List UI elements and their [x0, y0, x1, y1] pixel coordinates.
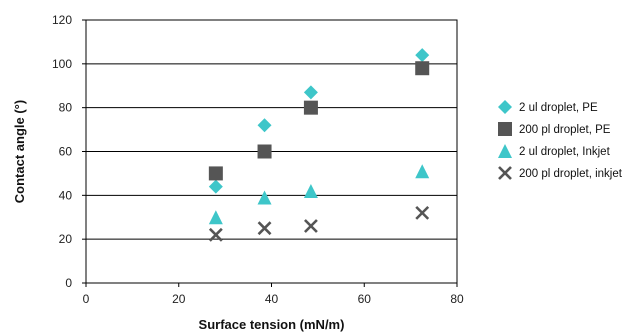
x-axis-ticks: 0 20 40 60 80 [83, 283, 464, 306]
x-tick-label: 40 [265, 292, 279, 306]
diamond-point [257, 118, 272, 133]
y-tick-label: 20 [59, 232, 73, 246]
legend-item: 2 ul droplet, Inkjet [498, 144, 611, 158]
legend-square-icon [498, 122, 512, 136]
legend-label: 200 pl droplet, inkjet [519, 168, 623, 180]
legend-x-icon [498, 166, 512, 180]
y-tick-label: 80 [59, 101, 73, 115]
series-4 [208, 205, 430, 242]
triangle-point [415, 164, 430, 179]
legend-label: 2 ul droplet, Inkjet [519, 146, 611, 158]
y-tick-label: 40 [59, 188, 73, 202]
legend-label: 2 ul droplet, PE [519, 102, 598, 114]
y-tick-label: 60 [59, 145, 73, 159]
legend-label: 200 pl droplet, PE [519, 124, 611, 136]
legend-item: 2 ul droplet, PE [498, 100, 598, 114]
diamond-point [415, 48, 430, 63]
series-2 [208, 61, 430, 181]
y-axis-ticks: 0 20 40 60 80 100 120 [52, 13, 86, 290]
x-point [415, 205, 430, 220]
series-1 [208, 48, 430, 194]
data-markers [208, 48, 430, 242]
triangle-point [208, 210, 223, 225]
x-point [208, 227, 223, 242]
triangle-point [303, 183, 318, 198]
y-tick-label: 0 [65, 276, 72, 290]
x-tick-label: 80 [450, 292, 464, 306]
x-tick-label: 60 [358, 292, 372, 306]
x-tick-label: 20 [172, 292, 186, 306]
diamond-point [208, 179, 223, 194]
legend: 2 ul droplet, PE 200 pl droplet, PE 2 ul d… [498, 100, 623, 180]
square-point [415, 61, 430, 76]
diamond-point [303, 85, 318, 100]
square-point [303, 100, 318, 115]
x-point [303, 219, 318, 233]
x-point [257, 221, 272, 236]
series-3 [208, 164, 430, 225]
y-axis-title: Contact angle (°) [12, 100, 27, 203]
x-tick-label: 0 [83, 292, 90, 306]
legend-triangle-icon [498, 144, 512, 158]
legend-diamond-icon [498, 100, 512, 114]
legend-item: 200 pl droplet, inkjet [498, 166, 623, 180]
triangle-point [257, 190, 272, 205]
x-axis-title: Surface tension (mN/m) [199, 317, 345, 332]
y-tick-label: 120 [52, 13, 72, 27]
y-tick-label: 100 [52, 57, 72, 71]
square-point [257, 144, 272, 159]
legend-item: 200 pl droplet, PE [498, 122, 611, 136]
square-point [208, 166, 223, 181]
